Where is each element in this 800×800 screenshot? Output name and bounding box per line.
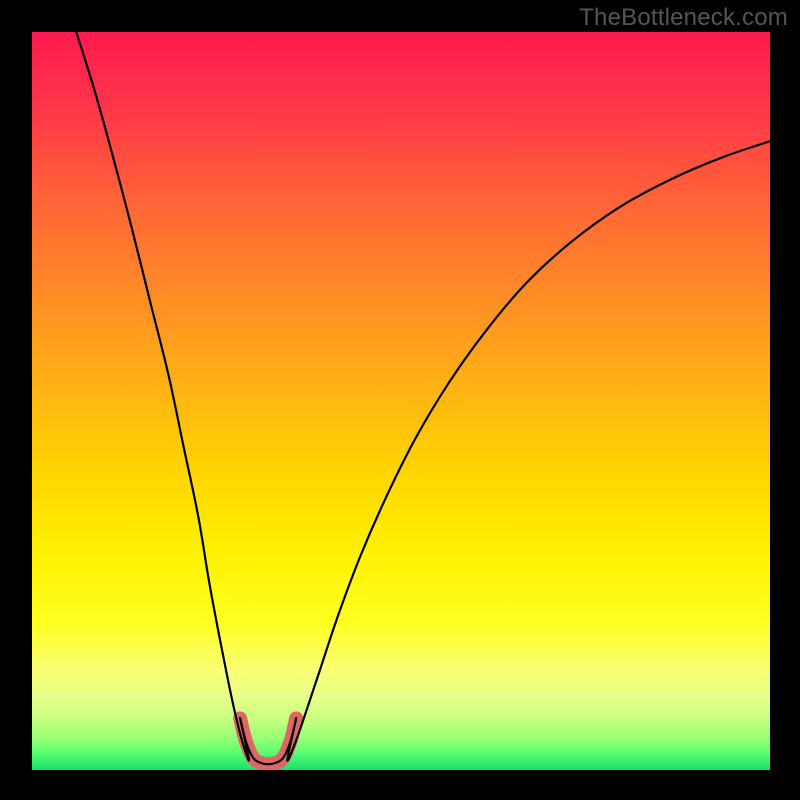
watermark-text: TheBottleneck.com bbox=[579, 4, 788, 32]
bottleneck-curve bbox=[76, 32, 770, 764]
chart-frame: TheBottleneck.com bbox=[0, 0, 800, 800]
curve-layer bbox=[32, 32, 770, 770]
plot-area bbox=[32, 32, 770, 770]
